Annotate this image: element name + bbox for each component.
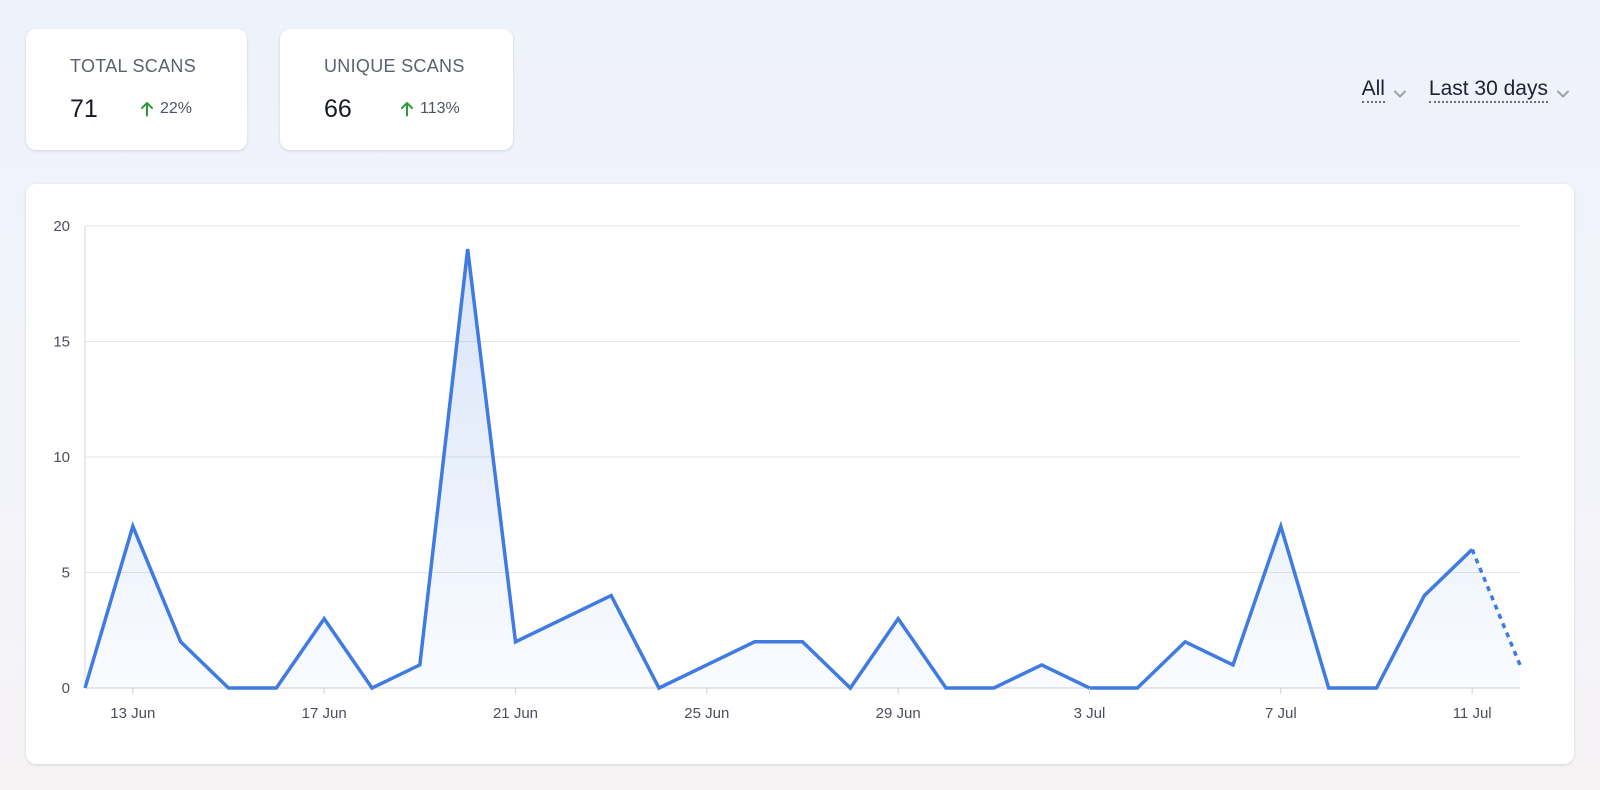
x-tick-label: 11 Jul <box>1453 705 1492 722</box>
y-tick-label: 10 <box>53 449 70 466</box>
scope-filter-dropdown[interactable]: All <box>1361 78 1407 103</box>
scope-filter-label: All <box>1361 78 1385 103</box>
y-tick-label: 20 <box>53 218 70 235</box>
unique-scans-card: UNIQUE SCANS 66 113% <box>280 29 513 150</box>
data-point[interactable] <box>1466 543 1478 555</box>
total-scans-label: TOTAL SCANS <box>70 56 196 76</box>
data-point[interactable] <box>557 613 569 625</box>
x-tick-label: 13 Jun <box>110 705 155 722</box>
y-tick-label: 15 <box>53 334 70 351</box>
y-tick-label: 0 <box>62 680 70 697</box>
data-point[interactable] <box>79 682 91 694</box>
scans-area <box>85 249 1520 688</box>
y-tick-label: 5 <box>62 565 70 582</box>
x-tick-label: 7 Jul <box>1265 705 1297 722</box>
data-point[interactable] <box>270 682 282 694</box>
unique-scans-change-value: 113% <box>420 100 460 117</box>
data-point[interactable] <box>1418 590 1430 602</box>
arrow-up-icon <box>140 101 154 117</box>
data-point[interactable] <box>988 682 1000 694</box>
chevron-down-icon <box>1393 86 1407 97</box>
data-point[interactable] <box>892 613 904 625</box>
data-point[interactable] <box>653 682 665 694</box>
x-tick-label: 3 Jul <box>1074 705 1106 722</box>
unique-scans-label: UNIQUE SCANS <box>324 56 465 76</box>
arrow-up-icon <box>400 101 414 117</box>
data-point[interactable] <box>366 682 378 694</box>
data-point[interactable] <box>223 682 235 694</box>
total-scans-value: 71 <box>70 95 98 123</box>
scans-line-chart: 0 5 10 15 20 13 Jun 17 Jun 21 Jun 25 Jun 29 Jun 3 … <box>53 218 1526 722</box>
data-point[interactable] <box>701 659 713 671</box>
data-point[interactable] <box>844 682 856 694</box>
data-point[interactable] <box>797 636 809 648</box>
data-point[interactable] <box>510 636 522 648</box>
data-point[interactable] <box>1131 682 1143 694</box>
unique-scans-value: 66 <box>324 95 352 123</box>
unique-scans-change: 113% <box>400 100 460 118</box>
data-point[interactable] <box>1371 682 1383 694</box>
data-point[interactable] <box>318 613 330 625</box>
data-point[interactable] <box>127 520 139 532</box>
chevron-down-icon <box>1556 86 1570 97</box>
data-point[interactable] <box>414 659 426 671</box>
data-point[interactable] <box>462 243 474 255</box>
data-point[interactable] <box>1514 659 1526 671</box>
data-point[interactable] <box>1036 659 1048 671</box>
data-point[interactable] <box>749 636 761 648</box>
scans-line-partial-segment <box>1470 548 1522 666</box>
chart-filters: All Last 30 days <box>1361 78 1570 103</box>
data-point[interactable] <box>1323 682 1335 694</box>
data-point[interactable] <box>1275 520 1287 532</box>
data-point[interactable] <box>605 590 617 602</box>
total-scans-card: TOTAL SCANS 71 22% <box>26 29 247 150</box>
data-point[interactable] <box>940 682 952 694</box>
x-tick-label: 21 Jun <box>493 705 538 722</box>
total-scans-change: 22% <box>140 100 192 118</box>
data-point[interactable] <box>175 636 187 648</box>
scans-chart-card: 0 5 10 15 20 13 Jun 17 Jun 21 Jun 25 Jun 29 Jun 3 … <box>26 184 1574 764</box>
date-range-dropdown[interactable]: Last 30 days <box>1428 78 1570 103</box>
x-tick-label: 17 Jun <box>302 705 347 722</box>
scans-line <box>83 248 1474 691</box>
data-point[interactable] <box>1227 659 1239 671</box>
data-point[interactable] <box>1179 636 1191 648</box>
x-tick-label: 29 Jun <box>876 705 921 722</box>
date-range-label: Last 30 days <box>1428 78 1548 103</box>
total-scans-change-value: 22% <box>160 100 193 117</box>
x-tick-label: 25 Jun <box>684 705 729 722</box>
